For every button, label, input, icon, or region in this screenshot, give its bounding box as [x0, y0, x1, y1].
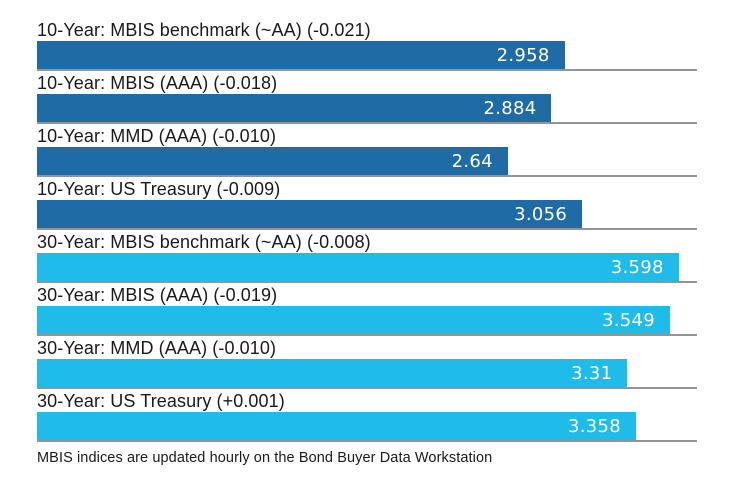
bar: 3.31 — [37, 359, 628, 387]
bar-track: 2.64 — [37, 147, 697, 177]
bar-value-label: 3.056 — [514, 203, 568, 225]
bar-track: 3.598 — [37, 253, 697, 283]
bar: 3.056 — [37, 200, 583, 228]
chart-row: 30-Year: MMD (AAA) (-0.010) 3.31 — [37, 338, 697, 389]
bar: 3.598 — [37, 253, 679, 281]
bar: 2.64 — [37, 147, 508, 175]
bar: 2.884 — [37, 94, 552, 122]
bar-label: 30-Year: US Treasury (+0.001) — [37, 391, 285, 411]
bar-label: 30-Year: MBIS (AAA) (-0.019) — [37, 285, 278, 305]
bar-track: 2.884 — [37, 94, 697, 124]
chart-row: 30-Year: MBIS benchmark (~AA) (-0.008) 3… — [37, 232, 697, 283]
bar-track: 3.31 — [37, 359, 697, 389]
bar-value-label: 3.31 — [571, 362, 613, 384]
bar-label: 10-Year: MBIS (AAA) (-0.018) — [37, 73, 278, 93]
bar-value-label: 2.64 — [451, 150, 493, 172]
bar-label: 10-Year: MMD (AAA) (-0.010) — [37, 126, 277, 146]
bar-value-label: 3.358 — [567, 415, 622, 437]
bar-label: 10-Year: US Treasury (-0.009) — [37, 179, 281, 199]
bar-value-label: 3.598 — [610, 256, 664, 278]
chart-row: 10-Year: MBIS (AAA) (-0.018) 2.884 — [37, 73, 697, 124]
bar-label: 10-Year: MBIS benchmark (~AA) (-0.021) — [37, 20, 371, 40]
chart-row: 10-Year: US Treasury (-0.009) 3.056 — [37, 179, 697, 230]
bar-track: 3.358 — [37, 412, 697, 442]
chart-footnote: MBIS indices are updated hourly on the B… — [37, 450, 493, 466]
bar-value-label: 2.958 — [496, 44, 550, 66]
bar-label: 30-Year: MBIS benchmark (~AA) (-0.008) — [37, 232, 371, 252]
bar-value-label: 3.549 — [602, 309, 656, 331]
chart-row: 30-Year: US Treasury (+0.001) 3.358 — [37, 391, 697, 442]
chart-row: 10-Year: MMD (AAA) (-0.010) 2.64 — [37, 126, 697, 177]
bar-value-label: 2.884 — [483, 97, 537, 119]
bar: 3.549 — [37, 306, 671, 334]
chart-row: 30-Year: MBIS (AAA) (-0.019) 3.549 — [37, 285, 697, 336]
bar-track: 3.056 — [37, 200, 697, 230]
bar-chart: 10-Year: MBIS benchmark (~AA) (-0.021) 2… — [37, 20, 697, 442]
bar-track: 2.958 — [37, 41, 697, 71]
bar-track: 3.549 — [37, 306, 697, 336]
bar: 3.358 — [37, 412, 637, 440]
bar-label: 30-Year: MMD (AAA) (-0.010) — [37, 338, 277, 358]
chart-row: 10-Year: MBIS benchmark (~AA) (-0.021) 2… — [37, 20, 697, 71]
bar: 2.958 — [37, 41, 565, 69]
